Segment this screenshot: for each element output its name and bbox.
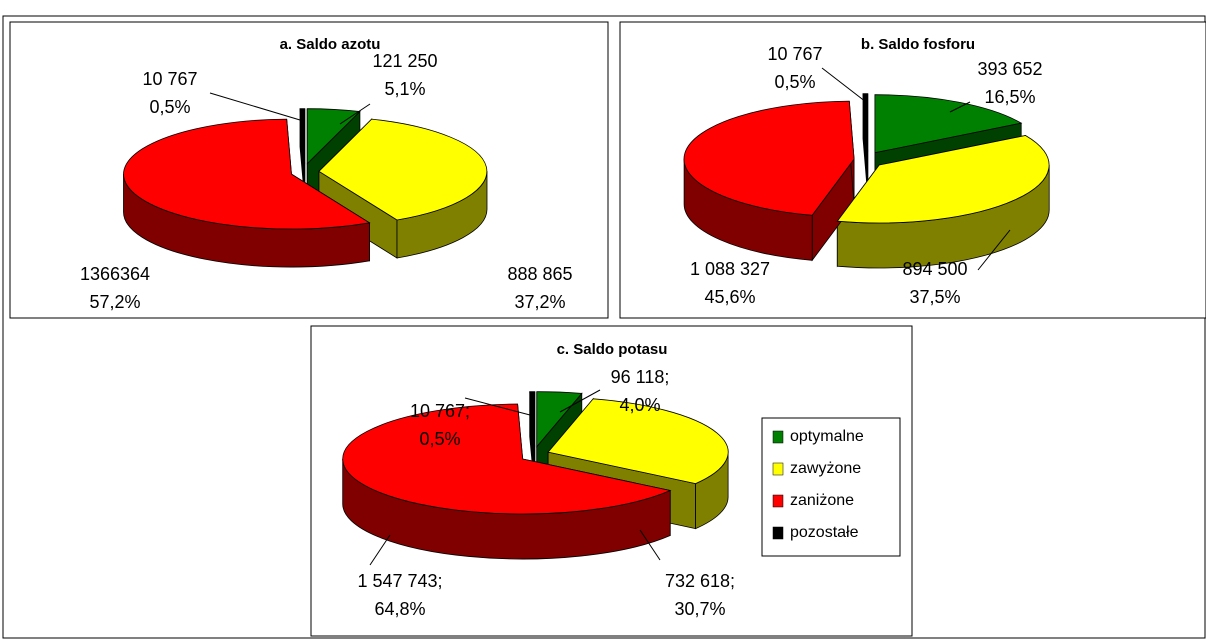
value-label: 10 767	[142, 69, 197, 89]
percent-label: 45,6%	[704, 287, 755, 307]
legend-swatch	[773, 495, 783, 507]
chart-title: a. Saldo azotu	[280, 36, 381, 53]
value-label: 10 767;	[410, 401, 470, 421]
percent-label: 5,1%	[384, 79, 425, 99]
legend-swatch	[773, 527, 783, 539]
percent-label: 37,2%	[514, 292, 565, 312]
percent-label: 0,5%	[419, 429, 460, 449]
percent-label: 16,5%	[984, 87, 1035, 107]
percent-label: 57,2%	[89, 292, 140, 312]
value-label: 393 652	[977, 59, 1042, 79]
value-label: 10 767	[767, 44, 822, 64]
percent-label: 0,5%	[149, 97, 190, 117]
value-label: 894 500	[902, 259, 967, 279]
value-label: 732 618;	[665, 571, 735, 591]
chart-title: b. Saldo fosforu	[861, 36, 975, 53]
value-label: 121 250	[372, 51, 437, 71]
percent-label: 30,7%	[674, 599, 725, 619]
percent-label: 0,5%	[774, 72, 815, 92]
value-label: 96 118;	[611, 367, 670, 387]
legend-swatch	[773, 431, 783, 443]
legend-swatch	[773, 463, 783, 475]
percent-label: 64,8%	[374, 599, 425, 619]
percent-label: 4,0%	[619, 395, 660, 415]
chart-title: c. Saldo potasu	[557, 341, 668, 358]
percent-label: 37,5%	[909, 287, 960, 307]
legend-label: zaniżone	[790, 492, 854, 509]
legend-label: pozostałe	[790, 524, 859, 541]
value-label: 888 865	[507, 264, 572, 284]
value-label: 1366364	[80, 264, 150, 284]
legend-label: zawyżone	[790, 460, 861, 477]
legend-label: optymalne	[790, 428, 864, 445]
value-label: 1 547 743;	[357, 571, 442, 591]
value-label: 1 088 327	[690, 259, 770, 279]
